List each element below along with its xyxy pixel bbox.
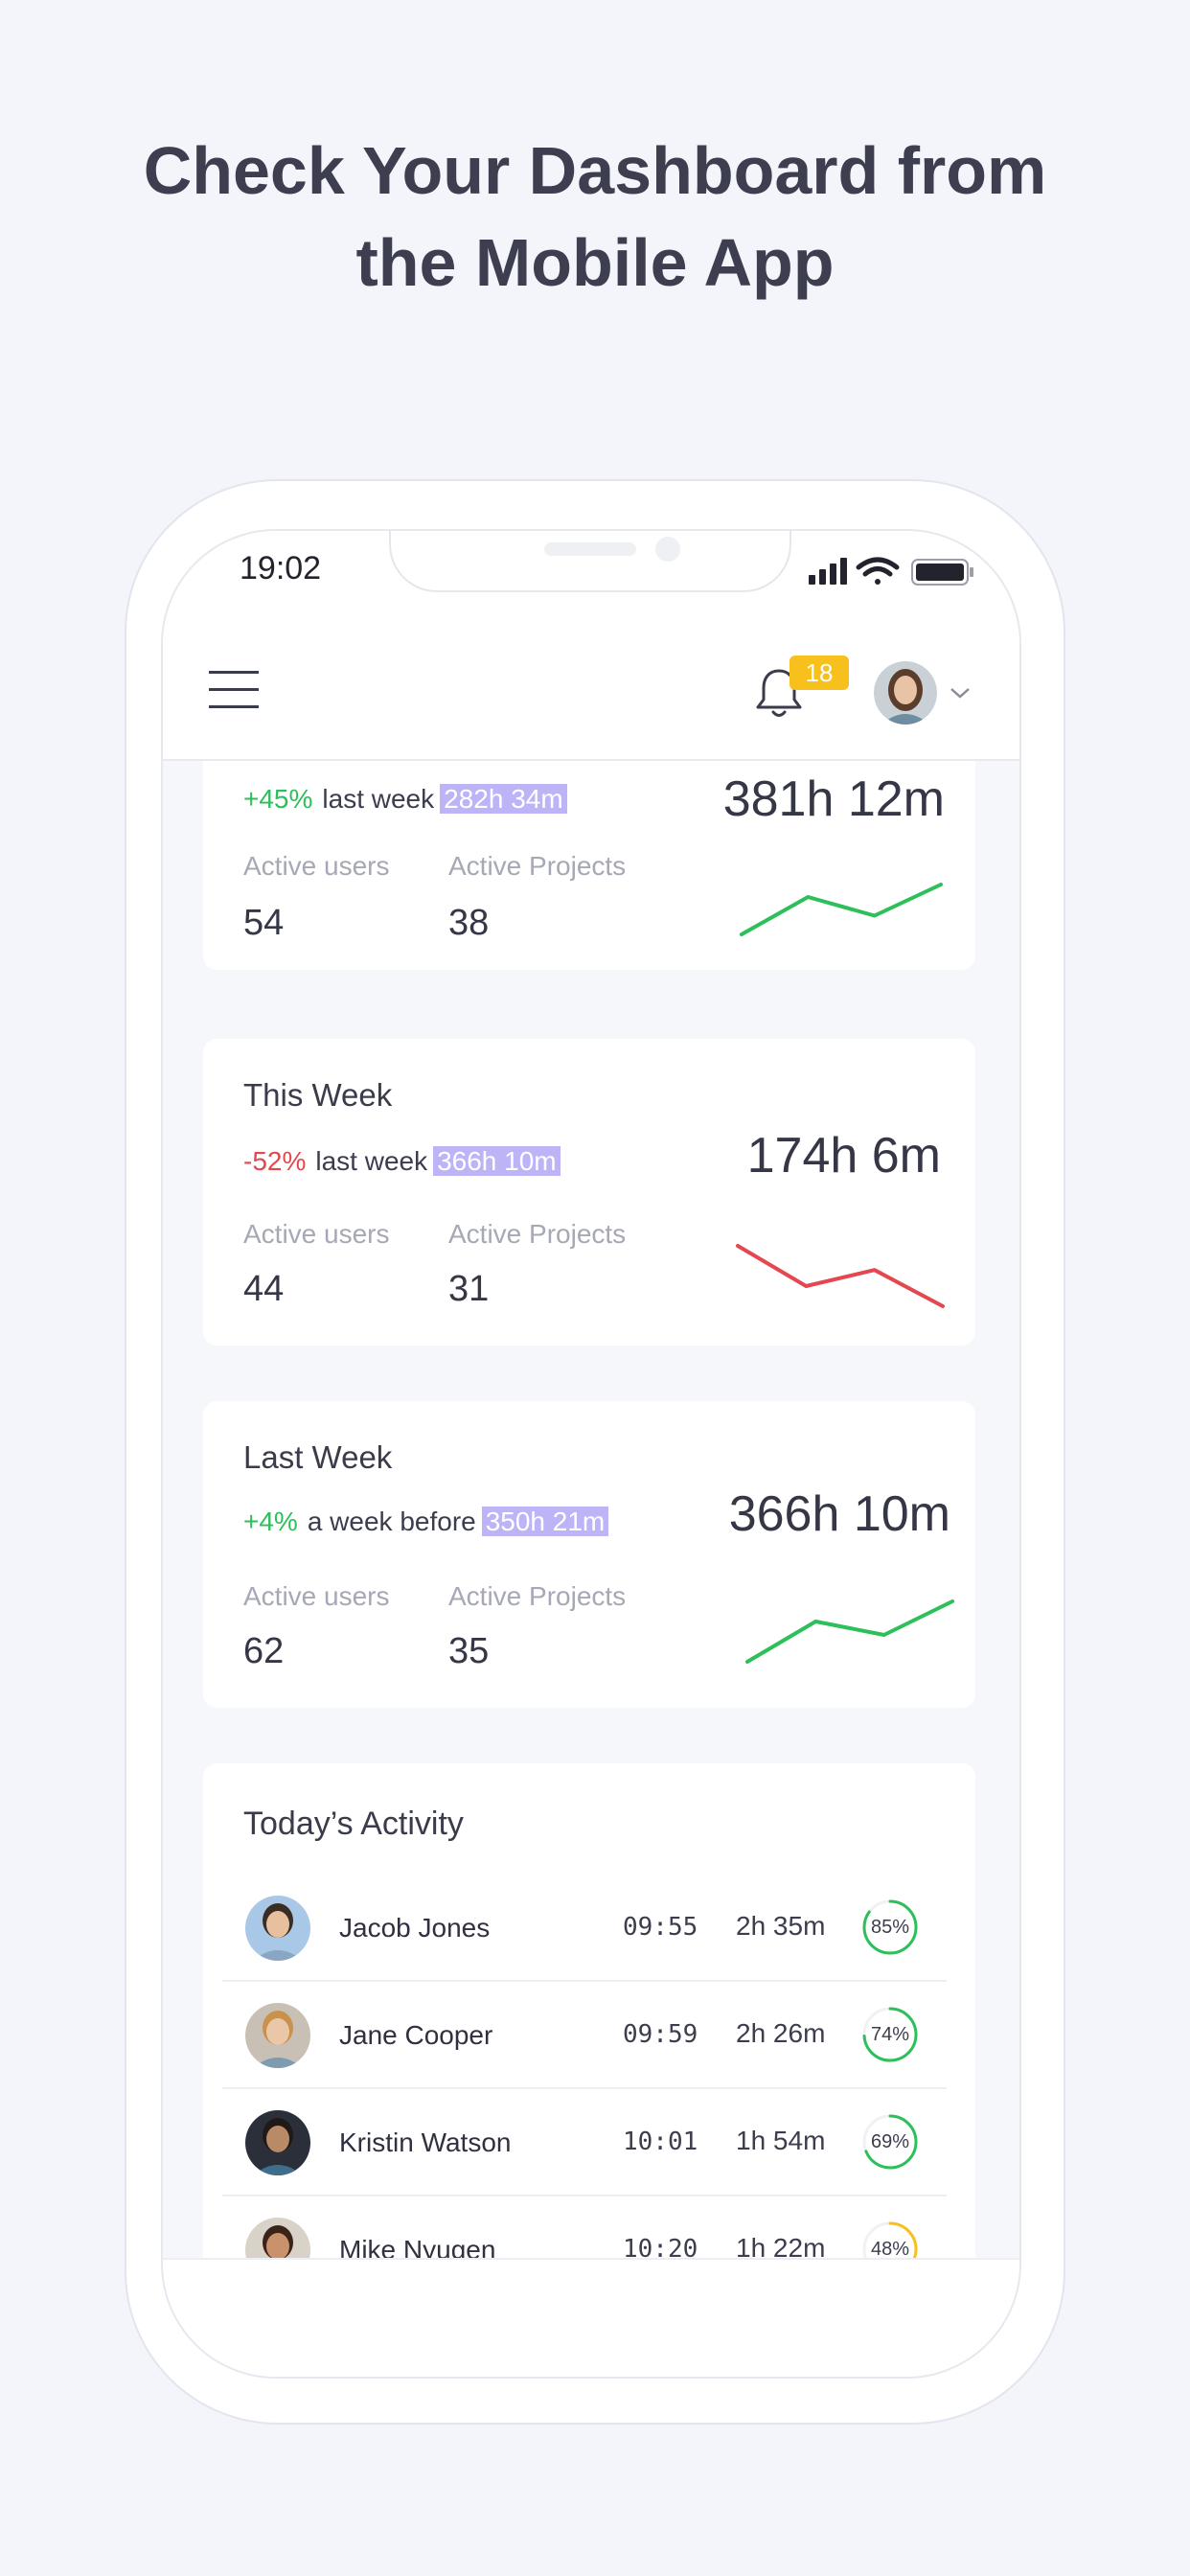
todays-activity-card: Today’s Activity Jacob Jones 09:55 2h 35… [203, 1763, 975, 2258]
start-time: 10:20 [623, 2235, 698, 2258]
user-avatar[interactable] [874, 661, 937, 724]
total-time: 366h 10m [728, 1486, 950, 1542]
progress-percent: 69% [870, 2131, 910, 2152]
progress-percent: 48% [870, 2239, 910, 2258]
person-avatar [245, 1896, 310, 1961]
sparkline-chart [736, 1244, 945, 1308]
card-title: This Week [243, 1077, 393, 1113]
compare-label: a week before [307, 1506, 476, 1536]
sparkline-series [745, 1599, 954, 1664]
person-name: Kristin Watson [339, 2128, 512, 2157]
compare-value: 282h 34m [440, 784, 567, 814]
status-icons [809, 557, 973, 586]
battery-icon [911, 559, 973, 586]
active-users-label: Active users [243, 1581, 390, 1611]
activity-row[interactable]: Jacob Jones 09:55 2h 35m 85% [222, 1874, 947, 1982]
page-headline: Check Your Dashboard from the Mobile App [0, 125, 1190, 309]
compare-value: 350h 21m [481, 1506, 609, 1536]
duration: 1h 22m [736, 2233, 826, 2258]
chevron-down-icon[interactable] [949, 684, 972, 702]
summary-card-this-week[interactable]: This Week -52% last week 366h 10m 174h 6m … [203, 1039, 975, 1346]
person-avatar [245, 2003, 310, 2068]
progress-ring-icon [862, 1899, 918, 1955]
total-time: 381h 12m [722, 771, 945, 827]
progress-ring-icon [862, 2221, 918, 2258]
activity-title: Today’s Activity [243, 1806, 464, 1842]
wifi-icon [856, 557, 900, 585]
active-projects-label: Active Projects [448, 1581, 627, 1611]
active-users-value: 54 [243, 903, 285, 943]
trend-line: +4% a week before 350h 21m [243, 1506, 609, 1537]
change-percent: +4% [243, 1506, 298, 1536]
speaker-grille [544, 542, 636, 556]
active-projects-label: Active Projects [448, 851, 627, 881]
status-time: 19:02 [240, 550, 322, 586]
status-bar: 19:02 [163, 531, 1019, 636]
sparkline-series [736, 1244, 945, 1308]
notification-badge[interactable]: 18 [790, 656, 849, 690]
cellular-signal-icon [809, 558, 847, 585]
dashboard-content: +45% last week 282h 34m 381h 12m Active us… [163, 761, 1019, 2258]
active-projects-label: Active Projects [448, 1219, 627, 1249]
start-time: 09:59 [623, 2020, 698, 2049]
home-indicator-area [163, 2258, 1019, 2377]
headline-line-2: the Mobile App [355, 225, 835, 300]
person-name: Jacob Jones [339, 1913, 491, 1943]
active-users-value: 44 [243, 1269, 285, 1309]
activity-row[interactable]: Kristin Watson 10:01 1h 54m 69% [222, 2089, 947, 2196]
duration: 2h 26m [736, 2018, 826, 2048]
activity-row[interactable]: Mike Nyugen 10:20 1h 22m 48% [222, 2196, 947, 2258]
total-time: 174h 6m [746, 1128, 941, 1184]
duration: 2h 35m [736, 1911, 826, 1941]
start-time: 10:01 [623, 2128, 698, 2156]
active-users-label: Active users [243, 1219, 390, 1249]
progress-percent: 74% [870, 2024, 910, 2045]
hamburger-menu-icon[interactable] [209, 669, 259, 711]
compare-label: last week [315, 1146, 428, 1176]
app-bar: 18 [163, 636, 1019, 761]
person-avatar [245, 2218, 310, 2258]
change-percent: -52% [243, 1146, 307, 1176]
compare-value: 366h 10m [433, 1146, 561, 1176]
activity-row[interactable]: Jane Cooper 09:59 2h 26m 74% [222, 1982, 947, 2089]
phone-frame: 19:02 [125, 479, 1065, 2425]
change-percent: +45% [243, 784, 313, 814]
card-title: Last Week [243, 1439, 393, 1475]
trend-line: -52% last week 366h 10m [243, 1146, 561, 1177]
active-users-value: 62 [243, 1631, 285, 1671]
person-name: Mike Nyugen [339, 2235, 496, 2258]
summary-card-last-week[interactable]: Last Week +4% a week before 350h 21m 366h … [203, 1401, 975, 1708]
progress-ring-icon [862, 2007, 918, 2062]
person-avatar [245, 2110, 310, 2175]
active-projects-value: 31 [448, 1269, 490, 1309]
duration: 1h 54m [736, 2126, 826, 2155]
sparkline-chart [740, 883, 943, 936]
progress-ring: 48% [860, 2220, 920, 2258]
active-projects-value: 35 [448, 1631, 490, 1671]
trend-line: +45% last week 282h 34m [243, 784, 567, 815]
active-users-label: Active users [243, 851, 390, 881]
sparkline-series [740, 883, 943, 936]
compare-label: last week [322, 784, 435, 814]
headline-line-1: Check Your Dashboard from [143, 133, 1047, 208]
progress-ring: 74% [860, 2005, 920, 2064]
person-name: Jane Cooper [339, 2020, 493, 2050]
sparkline-chart [745, 1599, 954, 1664]
start-time: 09:55 [623, 1913, 698, 1942]
progress-ring-icon [862, 2114, 918, 2170]
progress-ring: 85% [860, 1898, 920, 1957]
bell-icon[interactable] [753, 665, 805, 721]
progress-ring: 69% [860, 2112, 920, 2172]
active-projects-value: 38 [448, 903, 490, 943]
progress-percent: 85% [870, 1917, 910, 1938]
phone-notch [389, 531, 791, 592]
front-camera [655, 537, 680, 562]
phone-screen: 19:02 [161, 529, 1021, 2379]
summary-card-current[interactable]: +45% last week 282h 34m 381h 12m Active us… [203, 761, 975, 970]
